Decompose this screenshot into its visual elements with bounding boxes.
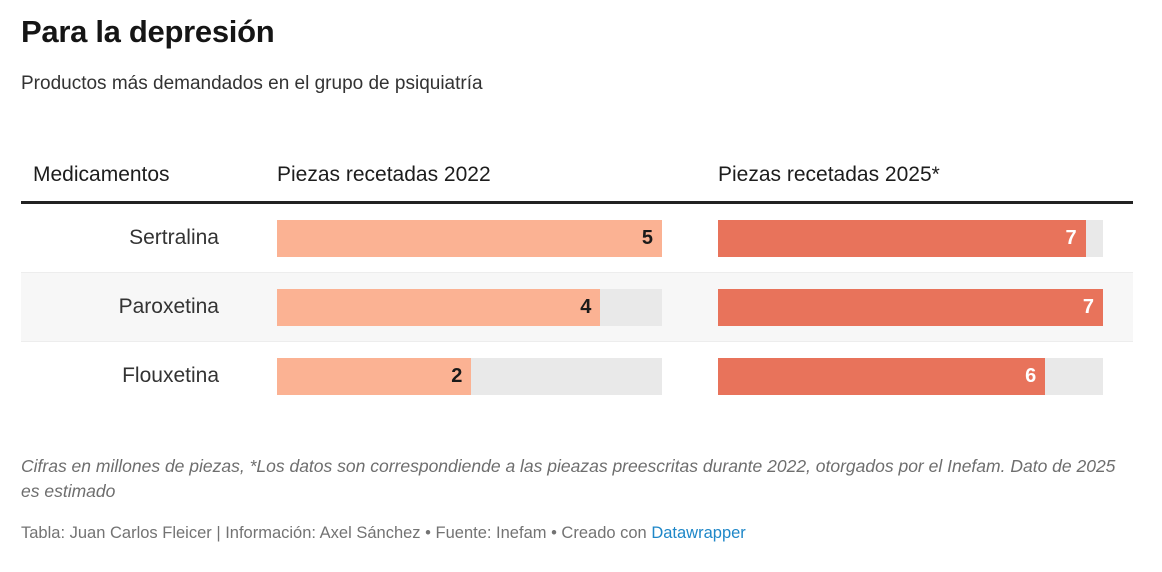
bar-cell-2025: 7 (718, 288, 1133, 326)
bar-cell-2025: 6 (718, 357, 1133, 395)
table-header-row: Medicamentos Piezas recetadas 2022 Pieza… (21, 149, 1133, 204)
chart-notes: Cifras en millones de piezas, *Los datos… (21, 456, 1116, 501)
bar-track: 5 (277, 219, 662, 257)
row-label: Flouxetina (122, 364, 219, 387)
bar-2025-paroxetina: 7 (718, 288, 1103, 326)
attribution-line: Tabla: Juan Carlos Fleicer | Información… (21, 522, 1133, 544)
bar-track: 7 (718, 288, 1103, 326)
bar-cell-2025: 7 (718, 219, 1133, 257)
bar-track: 2 (277, 357, 662, 395)
chart-title: Para la depresión (21, 14, 275, 49)
bar-2022-paroxetina: 4 (277, 288, 601, 326)
column-header-2025: Piezas recetadas 2025* (718, 163, 940, 186)
bar-value-label: 7 (1082, 295, 1094, 318)
bar-value-label: 5 (641, 226, 653, 249)
bar-2025-flouxetina: 6 (718, 357, 1046, 395)
bar-track: 4 (277, 288, 662, 326)
bar-2025-sertralina: 7 (718, 219, 1086, 257)
table-row-flouxetina: Flouxetina 2 6 (21, 341, 1133, 410)
bar-value-label: 6 (1025, 364, 1037, 387)
bar-cell-2022: 4 (277, 288, 718, 326)
column-header-2022: Piezas recetadas 2022 (277, 163, 491, 186)
chart-subtitle: Productos más demandados en el grupo de … (21, 73, 483, 94)
bar-2022-sertralina: 5 (277, 219, 662, 257)
attribution-text: Tabla: Juan Carlos Fleicer | Información… (21, 523, 652, 542)
table-row-paroxetina: Paroxetina 4 7 (21, 272, 1133, 341)
row-label: Sertralina (129, 226, 219, 249)
column-header-medicamentos: Medicamentos (33, 163, 170, 186)
bar-table: Medicamentos Piezas recetadas 2022 Pieza… (21, 149, 1133, 410)
datawrapper-link[interactable]: Datawrapper (651, 523, 746, 542)
table-row-sertralina: Sertralina 5 7 (21, 204, 1133, 272)
bar-2022-flouxetina: 2 (277, 357, 472, 395)
bar-value-label: 4 (580, 295, 592, 318)
bar-value-label: 7 (1065, 226, 1077, 249)
bar-value-label: 2 (451, 364, 463, 387)
bar-cell-2022: 5 (277, 219, 718, 257)
bar-track: 7 (718, 219, 1103, 257)
row-label: Paroxetina (118, 295, 219, 318)
bar-cell-2022: 2 (277, 357, 718, 395)
bar-track: 6 (718, 357, 1103, 395)
